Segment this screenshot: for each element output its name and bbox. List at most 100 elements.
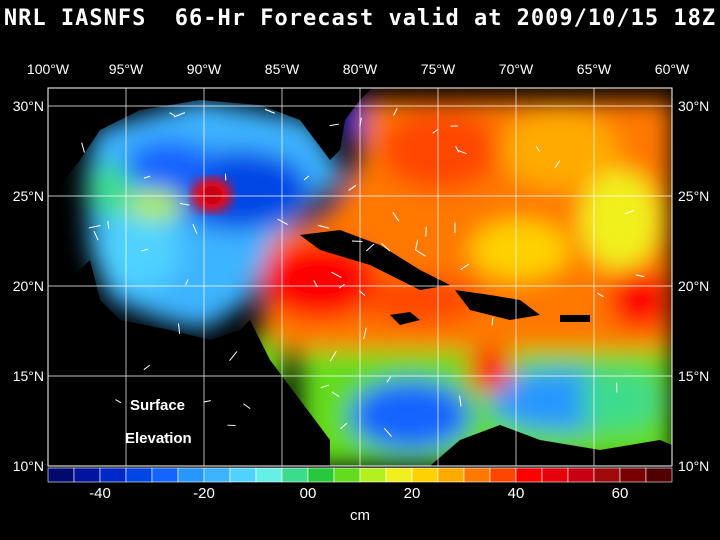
vector-arrow (331, 391, 340, 398)
vector-arrow (93, 230, 99, 241)
vector-arrow (386, 376, 392, 383)
vector-arrow (88, 224, 101, 229)
vector-arrow (352, 240, 363, 243)
vector-arrow (169, 112, 176, 117)
warm-eddy-core (202, 186, 222, 204)
colorbar-tick-label: -20 (193, 485, 215, 502)
puerto-rico-land (560, 315, 590, 322)
vector-arrow (320, 384, 330, 389)
vector-arrow (115, 399, 122, 404)
colorbar-swatch (125, 467, 153, 483)
colorbar-swatch (203, 467, 231, 483)
vector-arrow (243, 403, 251, 410)
colorbar-swatch (463, 467, 491, 483)
colorbar-swatch (437, 467, 465, 483)
latitude-label: 10°N (678, 458, 709, 474)
vector-arrow (329, 350, 337, 362)
vector-arrow (597, 292, 604, 298)
vector-arrow (303, 175, 310, 181)
colorbar-swatch (593, 467, 621, 483)
longitude-label: 85°W (265, 61, 300, 77)
colorbar-unit: cm (350, 507, 370, 524)
longitude-labels: 100°W 95°W 90°W 85°W 80°W 75°W 70°W 65°W 60°W (27, 61, 690, 77)
vector-arrow (185, 279, 189, 286)
latitude-label: 20°N (13, 278, 44, 294)
vector-arrow (173, 112, 186, 118)
vector-arrow (203, 400, 211, 403)
vector-arrow (414, 239, 419, 251)
colorbar-swatch (99, 467, 127, 483)
colorbar-swatch (307, 467, 335, 483)
colorbar-swatch (541, 467, 569, 483)
vector-arrow (635, 274, 645, 278)
colorbar-tick-label: -40 (89, 485, 111, 502)
vector-arrow (359, 290, 366, 296)
us-coast-land (48, 88, 372, 200)
vector-arrow (141, 248, 149, 252)
vector-arrow (178, 323, 181, 335)
colorbar-tick-label: 60 (612, 485, 629, 502)
elevation-field (48, 88, 672, 466)
colorbar-labels: -40 -20 00 20 40 60 (89, 485, 628, 502)
vector-arrow (264, 108, 275, 114)
vector-arrow (277, 218, 288, 226)
vector-arrow (313, 280, 318, 288)
vector-arrow (554, 160, 561, 168)
current-vectors (81, 107, 645, 439)
longitude-label: 95°W (109, 61, 144, 77)
colorbar-swatch (73, 467, 101, 483)
plot-frame (47, 87, 673, 467)
colorbar-swatch (177, 467, 205, 483)
colorbar-swatch (489, 467, 517, 483)
latitude-labels-left: 30°N 25°N 20°N 15°N 10°N (13, 98, 44, 474)
vector-arrow (192, 224, 198, 235)
vector-arrow (381, 242, 391, 252)
vector-arrow (457, 149, 467, 155)
vector-arrow (318, 224, 330, 229)
latitude-label: 15°N (13, 368, 44, 384)
colorbar (47, 467, 673, 483)
vector-arrow (348, 184, 357, 191)
longitude-label: 100°W (27, 61, 70, 77)
longitude-label: 90°W (187, 61, 222, 77)
south-america-land (430, 425, 672, 466)
vector-arrow (383, 428, 392, 437)
longitude-label: 65°W (577, 61, 612, 77)
vector-arrow (491, 317, 494, 326)
vector-arrow (143, 175, 151, 179)
colorbar-swatch (515, 467, 543, 483)
vector-arrow (363, 327, 367, 340)
vector-arrow (107, 220, 110, 229)
colorbar-swatch (619, 467, 647, 483)
vector-arrow (459, 395, 462, 407)
vector-arrow (338, 283, 345, 289)
latitude-label: 25°N (678, 188, 709, 204)
vector-arrow (163, 434, 171, 439)
latitude-labels-right: 30°N 25°N 20°N 15°N 10°N (678, 98, 709, 474)
latitude-label: 10°N (13, 458, 44, 474)
hispaniola-land (455, 290, 540, 320)
latitude-label: 20°N (678, 278, 709, 294)
overlay-elevation: Elevation (125, 430, 192, 447)
colorbar-tick-label: 20 (404, 485, 421, 502)
colorbar-swatch (385, 467, 413, 483)
map-title: NRL IASNFS 66-Hr Forecast valid at 2009/… (3, 6, 717, 31)
longitude-label: 75°W (421, 61, 456, 77)
vector-arrow (415, 249, 426, 257)
colorbar-swatch (229, 467, 257, 483)
vector-arrow (460, 263, 470, 271)
colorbar-swatch (151, 467, 179, 483)
vector-arrow (143, 364, 151, 371)
colorbar-swatch (47, 467, 75, 483)
vector-arrow (329, 123, 340, 127)
overlay-surface: Surface (130, 397, 185, 414)
longitude-label: 60°W (655, 61, 690, 77)
colorbar-swatch (359, 467, 387, 483)
vector-arrow (625, 210, 634, 215)
latitude-label: 25°N (13, 188, 44, 204)
longitude-label: 70°W (499, 61, 534, 77)
jamaica-land (390, 312, 420, 325)
vector-arrow (359, 117, 362, 127)
vector-arrow (432, 128, 439, 134)
vector-arrow (392, 212, 400, 222)
